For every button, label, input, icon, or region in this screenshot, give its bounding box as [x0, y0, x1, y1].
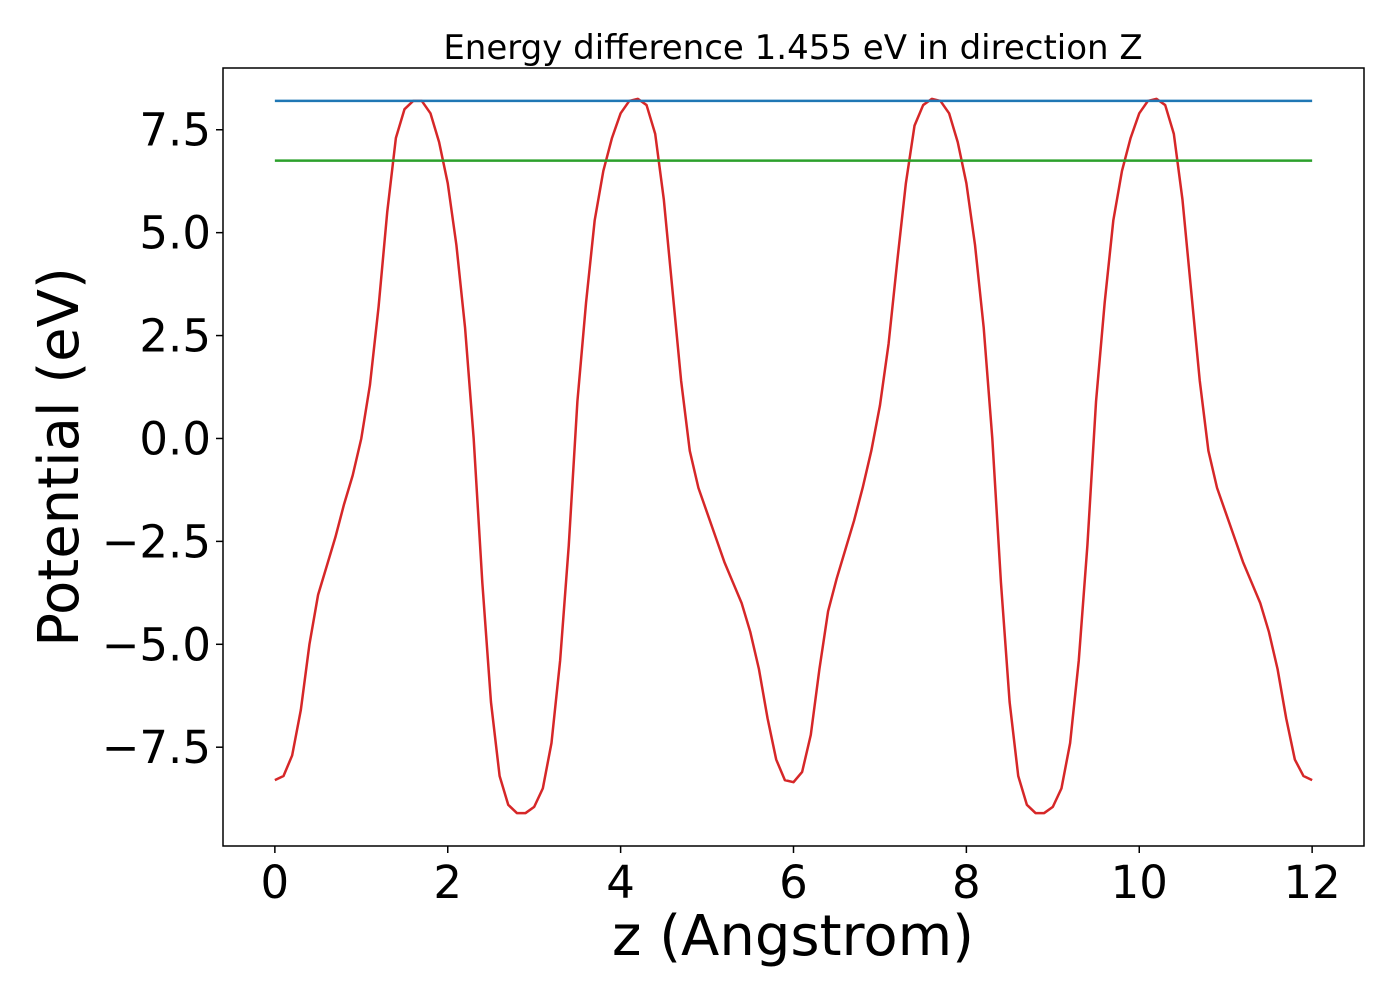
y-tick-label-0: −7.5 [102, 721, 211, 774]
series-line-0 [274, 97, 1313, 815]
x-tick-label-3: 6 [779, 856, 808, 909]
x-tick-label-1: 2 [433, 856, 462, 909]
y-tick-label-5: 5.0 [139, 207, 211, 260]
x-axis-label: z (Angstrom) [612, 904, 974, 969]
y-tick-label-1: −5.0 [102, 618, 211, 671]
y-tick-label-4: 2.5 [139, 310, 211, 363]
y-axis: −7.5 −5.0 −2.5 0.0 2.5 5.0 7.5 [102, 104, 223, 774]
plot-frame [222, 67, 1365, 847]
y-axis-label: Potential (eV) [27, 267, 92, 647]
x-tick-label-6: 12 [1284, 856, 1341, 909]
x-tick-label-0: 0 [261, 856, 290, 909]
chart-title: Energy difference 1.455 eV in direction … [443, 28, 1142, 68]
x-axis: 0 2 4 6 8 10 12 [261, 846, 1341, 909]
x-tick-label-2: 4 [606, 856, 635, 909]
y-tick-label-3: 0.0 [139, 412, 211, 465]
x-tick-label-5: 10 [1111, 856, 1168, 909]
series-layer [274, 97, 1313, 815]
x-tick-label-4: 8 [952, 856, 981, 909]
y-tick-label-2: −2.5 [102, 515, 211, 568]
y-tick-label-6: 7.5 [139, 104, 211, 157]
